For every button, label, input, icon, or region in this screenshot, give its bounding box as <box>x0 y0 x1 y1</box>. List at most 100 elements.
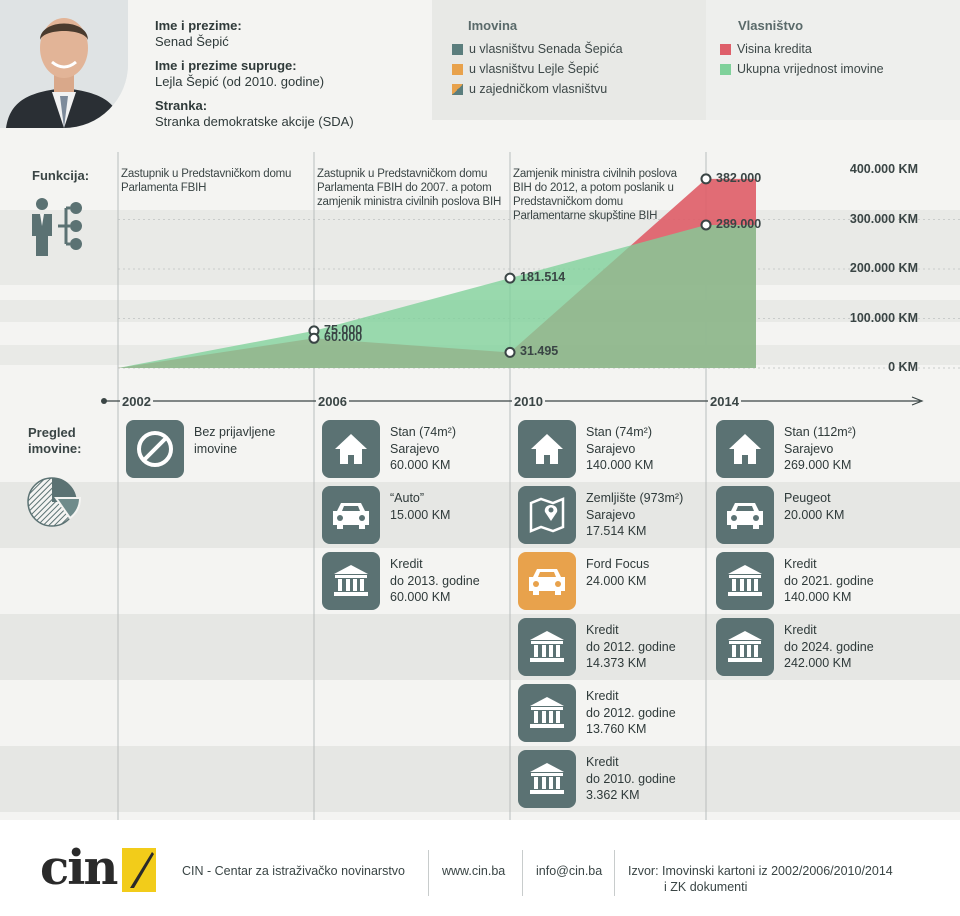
y-tick-label: 300.000 KM <box>849 211 918 226</box>
y-tick-label: 0 KM <box>888 360 918 374</box>
asset-row-band <box>0 548 960 614</box>
asset-text-line: Bez prijavljene <box>194 425 276 439</box>
legend-vlasnistvo: Vlasništvo Visina kredita Ukupna vrijedn… <box>706 0 960 120</box>
asset-text-line: Sarajevo <box>784 441 834 456</box>
asset-text-line: Sarajevo <box>586 441 636 456</box>
car-icon <box>716 486 774 544</box>
asset-item: Kredit do 2024. godine 242.000 KM <box>716 618 874 676</box>
asset-text: Stan (74m²) Sarajevo 140.000 KM <box>586 424 653 474</box>
asset-text: Kredit do 2012. godine 13.760 KM <box>586 688 676 738</box>
chart-band <box>0 210 960 252</box>
asset-text: Kredit do 2010. godine 3.362 KM <box>586 754 676 804</box>
footer-web[interactable]: www.cin.ba <box>442 864 506 878</box>
asset-text-line: do 2021. godine <box>784 573 874 588</box>
asset-text-line: 13.760 KM <box>586 722 647 736</box>
footer-source-2: i ZK dokumenti <box>664 880 748 894</box>
asset-text: Peugeot 20.000 KM <box>784 490 844 523</box>
cin-logo: cin <box>40 840 158 896</box>
footer-divider <box>522 850 523 896</box>
swatch-lejla <box>452 63 463 75</box>
asset-row-band <box>0 746 960 812</box>
footer-divider <box>614 850 615 896</box>
asset-text-line: Stan (74m²) <box>390 425 456 439</box>
time-axis-start-dot <box>101 398 107 404</box>
car-icon <box>518 552 576 610</box>
data-label: 75.000 <box>324 322 363 337</box>
swatch-senad <box>452 43 463 55</box>
legend-vlasnistvo-title: Vlasništvo <box>738 18 804 33</box>
pregled-line2: imovine: <box>28 441 82 456</box>
pregled-line1: Pregled <box>28 425 76 440</box>
swatch-kredit <box>720 43 731 55</box>
house-icon <box>518 420 576 478</box>
asset-text-line: Zemljište (973m²) <box>586 491 684 505</box>
asset-text-line: 3.362 KM <box>586 788 640 802</box>
name-value: Senad Šepić <box>155 34 229 49</box>
asset-item: Kredit do 2010. godine 3.362 KM <box>518 750 676 808</box>
legend-item-kredit: Visina kredita <box>720 42 812 56</box>
asset-text-line: do 2012. godine <box>586 705 676 720</box>
asset-text-line: 269.000 KM <box>784 458 852 472</box>
year-label: 2006 <box>316 394 349 409</box>
asset-text-line: 20.000 KM <box>784 507 845 522</box>
no-entry-icon <box>126 420 184 478</box>
asset-text-line: Kredit <box>784 557 817 571</box>
series-area-imovina <box>118 224 756 368</box>
data-label: 289.000 <box>716 216 762 231</box>
asset-item: “Auto” 15.000 KM <box>322 486 450 544</box>
chart-band <box>0 250 960 285</box>
data-point <box>504 272 516 284</box>
asset-row-band <box>0 614 960 680</box>
year-label: 2010 <box>512 394 545 409</box>
time-axis-arrow <box>911 396 924 406</box>
asset-text: Kredit do 2024. godine 242.000 KM <box>784 622 874 672</box>
bank-icon <box>716 618 774 676</box>
asset-text-line: 60.000 KM <box>390 458 451 472</box>
chart-areas <box>118 178 756 368</box>
asset-item: Kredit do 2012. godine 14.373 KM <box>518 618 676 676</box>
pen-icon <box>130 852 154 888</box>
house-icon <box>322 420 380 478</box>
function-2010: Zamjenik ministra civilnih poslova BIH d… <box>513 168 677 222</box>
asset-text: Ford Focus 24.000 KM <box>586 556 649 589</box>
funkcija-title: Funkcija: <box>32 168 90 183</box>
asset-text-line: imovine <box>194 441 238 456</box>
footer-email[interactable]: info@cin.ba <box>536 864 603 878</box>
asset-text: Bez prijavljene imovine <box>194 424 275 457</box>
asset-text-line: 15.000 KM <box>390 507 451 522</box>
asset-text: Kredit do 2012. godine 14.373 KM <box>586 622 676 672</box>
asset-text-line: 140.000 KM <box>784 590 852 604</box>
asset-item: Kredit do 2021. godine 140.000 KM <box>716 552 874 610</box>
footer-org: CIN - Centar za istraživačko novinarstvo <box>182 864 405 878</box>
legend-item-senad: u vlasništvu Senada Šepića <box>452 42 623 56</box>
data-label: 382.000 <box>716 170 762 185</box>
y-tick-label: 400.000 KM <box>849 162 918 176</box>
asset-text-line: do 2024. godine <box>784 639 874 654</box>
function-icon <box>32 198 82 256</box>
asset-text-line: do 2010. godine <box>586 771 676 786</box>
asset-text: Kredit do 2013. godine 60.000 KM <box>390 556 480 606</box>
asset-text-line: Sarajevo <box>390 441 440 456</box>
data-point <box>504 346 516 358</box>
asset-row-band <box>0 680 960 746</box>
legend-item-joint: u zajedničkom vlasništvu <box>452 82 607 96</box>
asset-item: Ford Focus 24.000 KM <box>518 552 649 610</box>
asset-text: Kredit do 2021. godine 140.000 KM <box>784 556 874 606</box>
legend-item-ukupno: Ukupna vrijednost imovine <box>720 62 884 76</box>
bank-icon <box>518 684 576 742</box>
asset-item: Stan (74m²) Sarajevo 60.000 KM <box>322 420 456 478</box>
function-2006: Zastupnik u Predstavničkom domu Parlamen… <box>317 168 502 208</box>
asset-text-line: Stan (112m²) <box>784 425 857 439</box>
asset-text-line: do 2013. godine <box>390 573 480 588</box>
data-point <box>700 219 712 231</box>
grid-bands <box>0 150 960 812</box>
asset-text-line: 140.000 KM <box>586 458 654 472</box>
data-label: 181.514 <box>520 270 566 285</box>
asset-text-line: 60.000 KM <box>390 590 451 604</box>
chart-points <box>308 173 712 358</box>
asset-item: Peugeot 20.000 KM <box>716 486 844 544</box>
legend-item-lejla: u vlasništvu Lejle Šepić <box>452 62 599 76</box>
asset-item: Stan (74m²) Sarajevo 140.000 KM <box>518 420 653 478</box>
asset-item: Kredit do 2012. godine 13.760 KM <box>518 684 676 742</box>
asset-text-line: “Auto” <box>390 491 425 505</box>
